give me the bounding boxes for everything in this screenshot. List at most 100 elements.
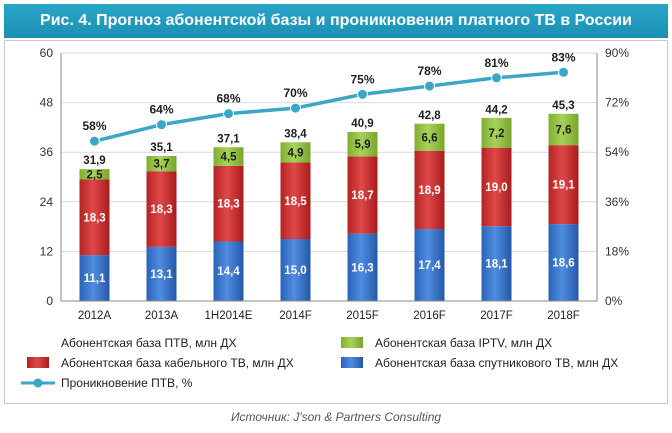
penetration-label: 75% <box>350 72 374 86</box>
penetration-label: 78% <box>417 64 441 78</box>
bar-cable <box>481 147 512 227</box>
x-tick-label: 2018F <box>547 310 580 322</box>
bar-cable <box>548 145 579 225</box>
label-iptv: 2,5 <box>87 169 104 181</box>
legend-label: Абонентская база ПТВ, млн ДХ <box>61 336 236 350</box>
chart-title: Рис. 4. Прогноз абонентской базы и прони… <box>4 4 668 38</box>
label-iptv: 7,6 <box>556 124 572 136</box>
total-label: 44,2 <box>485 104 507 116</box>
legend-swatch-iptv <box>341 337 363 348</box>
bar-cable <box>146 171 177 247</box>
penetration-label: 81% <box>484 56 508 70</box>
label-satellite: 13,1 <box>150 269 173 281</box>
label-iptv: 4,5 <box>221 152 238 164</box>
bar-satellite <box>481 226 512 301</box>
label-cable: 18,9 <box>418 185 440 197</box>
y2-tick-label: 54% <box>605 145 629 159</box>
label-iptv: 5,9 <box>355 139 371 151</box>
chart-area: 11,1 18,3 2,5 31,9 13,1 18,3 3,7 35,1 14,4 18,3 4,… <box>4 40 668 404</box>
bar-satellite <box>146 246 177 301</box>
y2-tick-label: 36% <box>605 195 629 209</box>
y2-tick-label: 72% <box>605 96 629 110</box>
bar-cable <box>213 165 244 242</box>
label-satellite: 17,4 <box>418 260 441 272</box>
label-satellite: 15,0 <box>284 265 306 277</box>
bar-satellite <box>280 239 311 301</box>
legend-label: Проникновение ПТВ, % <box>61 376 193 390</box>
label-iptv: 7,2 <box>489 128 505 140</box>
x-tick-label: 1H2014E <box>205 310 253 322</box>
y-tick-label: 60 <box>40 46 54 60</box>
penetration-point <box>89 135 100 147</box>
penetration-label: 64% <box>149 103 173 117</box>
bar-satellite <box>548 224 579 301</box>
y-tick-label: 24 <box>40 195 54 209</box>
label-satellite: 14,4 <box>217 266 240 278</box>
penetration-label: 83% <box>551 50 575 64</box>
penetration-label: 70% <box>283 86 307 100</box>
total-label: 38,4 <box>284 128 307 140</box>
total-label: 42,8 <box>418 110 441 122</box>
total-label: 37,1 <box>217 134 240 146</box>
penetration-point <box>156 119 167 131</box>
bar-iptv <box>213 147 244 166</box>
label-cable: 18,3 <box>150 204 172 216</box>
x-tick-label: 2014F <box>279 310 312 322</box>
label-satellite: 18,6 <box>552 258 574 270</box>
bar-satellite <box>347 233 378 301</box>
bar-iptv <box>414 123 445 151</box>
legend-swatch-satellite <box>341 357 363 368</box>
x-tick-label: 2016F <box>413 310 446 322</box>
label-cable: 18,7 <box>351 190 373 202</box>
bar-satellite <box>213 241 244 301</box>
penetration-point <box>491 72 502 84</box>
legend-label: Абонентская база кабельного ТВ, млн ДХ <box>61 356 294 370</box>
label-iptv: 4,9 <box>288 147 304 159</box>
label-cable: 18,3 <box>83 212 105 224</box>
bar-satellite <box>414 229 445 301</box>
legend-label: Абонентская база IPTV, млн ДХ <box>375 336 552 350</box>
bar-iptv <box>146 155 177 172</box>
legend-point-swatch <box>33 378 43 388</box>
bar-cable <box>79 179 110 256</box>
penetration-label: 58% <box>82 119 106 133</box>
penetration-point <box>424 80 435 92</box>
penetration-point <box>223 108 234 120</box>
label-iptv: 3,7 <box>154 159 170 171</box>
legend-label: Абонентская база спутникового ТВ, млн ДХ <box>375 356 618 370</box>
label-cable: 18,3 <box>217 199 239 211</box>
total-label: 45,3 <box>552 100 574 112</box>
y-tick-label: 48 <box>40 96 54 110</box>
bar-iptv <box>280 142 311 163</box>
bar-iptv <box>548 113 579 146</box>
penetration-point <box>357 88 368 100</box>
total-label: 31,9 <box>83 155 105 167</box>
y2-tick-label: 18% <box>605 244 629 258</box>
y2-tick-label: 90% <box>605 46 629 60</box>
penetration-point <box>558 66 569 78</box>
legend-swatch-cable <box>27 357 49 368</box>
label-satellite: 18,1 <box>485 259 508 271</box>
bar-cable <box>280 162 311 239</box>
label-cable: 19,1 <box>552 180 575 192</box>
penetration-label: 68% <box>216 92 240 106</box>
label-satellite: 11,1 <box>84 273 106 285</box>
y2-tick-label: 0% <box>605 294 623 308</box>
bar-cable <box>347 156 378 234</box>
y-tick-label: 36 <box>40 145 54 159</box>
bar-iptv <box>481 117 512 148</box>
label-iptv: 6,6 <box>422 132 438 144</box>
label-cable: 18,5 <box>284 196 307 208</box>
y-tick-label: 0 <box>46 294 53 308</box>
label-satellite: 16,3 <box>351 262 373 274</box>
y-tick-label: 12 <box>40 244 54 258</box>
bar-cable <box>414 150 445 230</box>
x-tick-label: 2017F <box>480 310 513 322</box>
source-note: Источник: J'son & Partners Consulting <box>230 410 442 424</box>
x-tick-label: 2012A <box>78 310 112 322</box>
bar-iptv <box>79 169 110 180</box>
x-tick-label: 2015F <box>346 310 379 322</box>
chart-svg: 11,1 18,3 2,5 31,9 13,1 18,3 3,7 35,1 14,4 18,3 4,… <box>21 46 629 390</box>
bar-satellite <box>79 255 110 301</box>
